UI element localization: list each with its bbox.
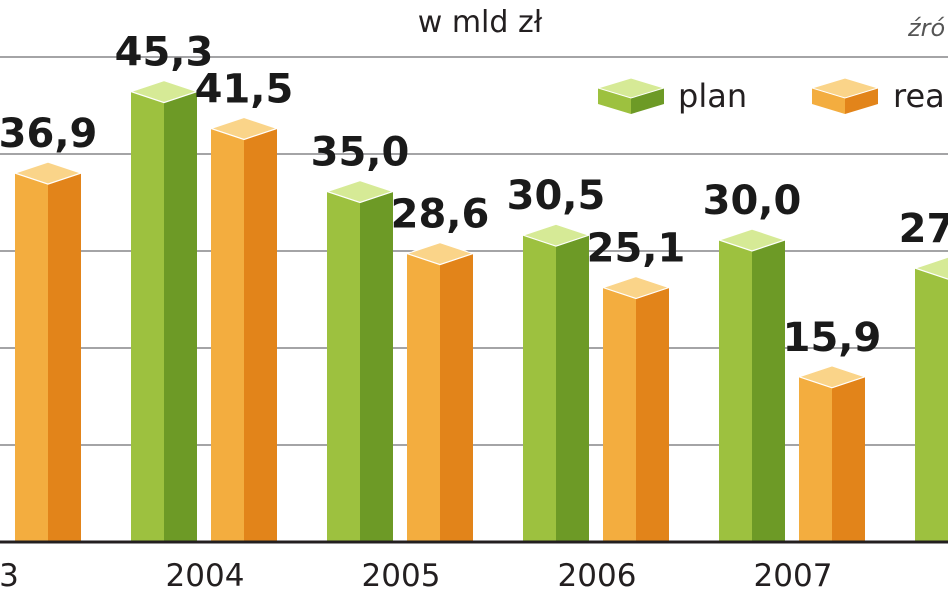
bar-realizacja-2007 bbox=[797, 365, 867, 542]
bar-plan-2007 bbox=[717, 228, 787, 542]
value-label-plan-2004: 45,3 bbox=[115, 30, 214, 76]
unit-label: w mld zł bbox=[418, 5, 543, 40]
legend-swatch-plan bbox=[596, 77, 666, 114]
value-label-realizacja-2005: 28,6 bbox=[391, 192, 490, 238]
tick-label-2005: 2005 bbox=[362, 558, 441, 593]
bar-realizacja-2003 bbox=[13, 161, 83, 542]
bar-plan-2004 bbox=[129, 79, 199, 542]
source-label: źró bbox=[907, 14, 945, 42]
bar-realizacja-2005 bbox=[405, 241, 475, 542]
legend-swatch-realizacja bbox=[810, 77, 880, 114]
labels-layer: 36,9 45,341,5 35,0 28,6 30,5 25,1 30,0 15,9 27,1 bbox=[0, 30, 948, 361]
bar-plan-2005 bbox=[325, 179, 395, 542]
tick-label-2003: 3 bbox=[0, 558, 19, 593]
legend: plan rea bbox=[596, 77, 945, 115]
x-axis-tick-labels: 3200420052006200720 bbox=[0, 558, 833, 593]
tick-label-2004: 2004 bbox=[166, 558, 245, 593]
bar-realizacja-2006 bbox=[601, 275, 671, 542]
value-label-realizacja-2007: 15,9 bbox=[783, 315, 882, 361]
legend-label-plan: plan bbox=[678, 77, 747, 115]
value-label-plan-2005: 35,0 bbox=[311, 130, 410, 176]
value-label-realizacja-2006: 25,1 bbox=[587, 226, 686, 272]
value-label-plan-2007: 30,0 bbox=[703, 178, 802, 224]
value-label-plan-2008: 27,1 bbox=[899, 206, 948, 252]
tick-label-2007: 2007 bbox=[754, 558, 833, 593]
bars-layer bbox=[13, 79, 948, 542]
tick-label-2006: 2006 bbox=[558, 558, 637, 593]
legend-label-realizacja: rea bbox=[893, 77, 945, 115]
value-label-realizacja-2003: 36,9 bbox=[0, 111, 97, 157]
value-label-realizacja-2004: 41,5 bbox=[195, 66, 294, 112]
bar-realizacja-2004 bbox=[209, 116, 279, 542]
bar-plan-2008 bbox=[913, 256, 948, 542]
value-label-plan-2006: 30,5 bbox=[507, 173, 606, 219]
bar-plan-2006 bbox=[521, 223, 591, 542]
